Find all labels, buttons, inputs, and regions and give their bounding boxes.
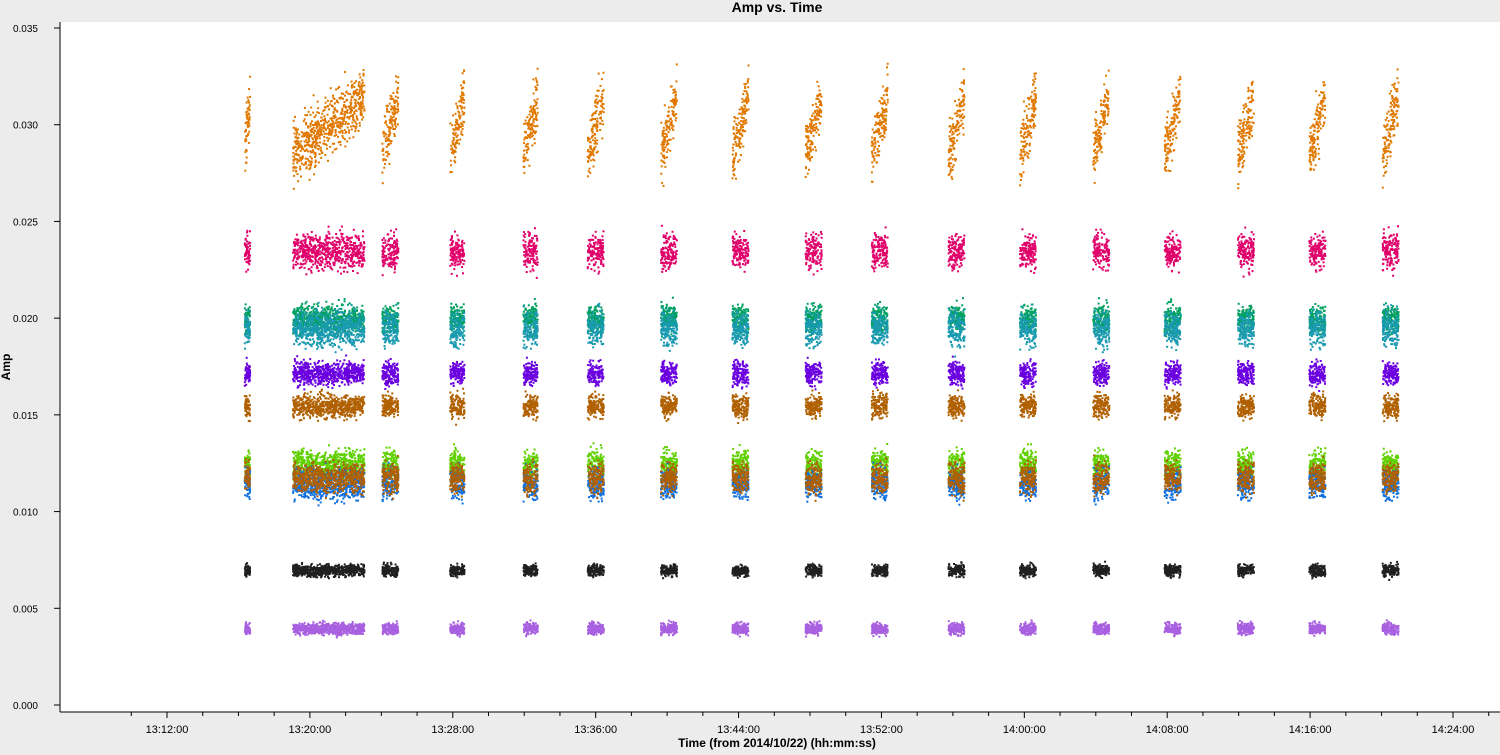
- x-tick-label: 13:20:00: [288, 724, 331, 736]
- chart-canvas: 13:12:00 13:20:00 13:28:00 13:36:00 13:44:00…: [0, 0, 1500, 750]
- y-tick-label: 0.010: [13, 508, 38, 519]
- x-tick-label: 13:12:00: [146, 724, 189, 736]
- x-tick-label: 13:28:00: [431, 724, 474, 736]
- x-tick-label: 14:24:00: [1432, 724, 1475, 736]
- y-tick-label: 0.030: [13, 121, 38, 132]
- y-tick-label: 0.035: [13, 24, 38, 35]
- y-tick-label: 0.005: [13, 604, 38, 615]
- x-axis-label: Time (from 2014/10/22) (hh:mm:ss): [678, 736, 876, 750]
- y-tick-label: 0.000: [13, 701, 38, 712]
- y-axis-label: Amp: [0, 354, 13, 381]
- y-tick-label: 0.025: [13, 217, 38, 228]
- x-tick-label: 13:44:00: [717, 724, 760, 736]
- x-tick-label: 14:08:00: [1146, 724, 1189, 736]
- x-ticks: 13:12:00 13:20:00 13:28:00 13:36:00 13:44:00…: [131, 712, 1488, 736]
- y-tick-label: 0.020: [13, 314, 38, 325]
- x-tick-label: 13:36:00: [574, 724, 617, 736]
- x-tick-label: 13:52:00: [860, 724, 903, 736]
- x-tick-label: 14:16:00: [1289, 724, 1332, 736]
- plot-area: [60, 22, 1500, 712]
- amp-vs-time-chart: 13:12:00 13:20:00 13:28:00 13:36:00 13:44:00…: [0, 0, 1500, 750]
- y-ticks: 0.000 0.005 0.010 0.015 0.020 0.025 0.030 0.035: [13, 24, 60, 712]
- x-tick-label: 14:00:00: [1003, 724, 1046, 736]
- chart-title: Amp vs. Time: [732, 0, 823, 15]
- y-tick-label: 0.015: [13, 411, 38, 422]
